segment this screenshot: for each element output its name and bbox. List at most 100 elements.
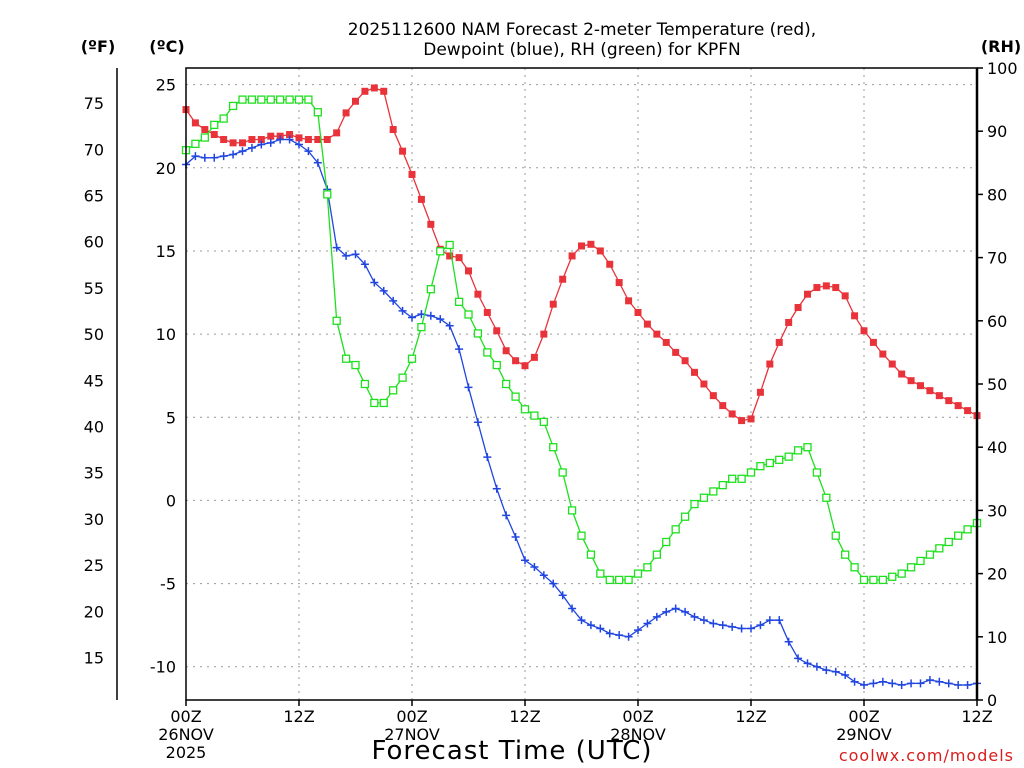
data-point	[718, 480, 727, 490]
data-point	[540, 330, 548, 338]
data-point	[954, 681, 963, 690]
data-point	[784, 637, 793, 646]
data-point	[201, 126, 209, 134]
data-point	[502, 511, 511, 520]
data-point	[219, 152, 228, 161]
data-point	[662, 537, 671, 547]
data-point	[671, 525, 680, 534]
data-point	[803, 659, 812, 668]
data-point	[907, 377, 915, 385]
rh-tick-label: 0	[987, 691, 997, 710]
data-point	[879, 350, 887, 358]
data-point	[352, 97, 359, 105]
series-rh	[181, 95, 982, 585]
data-point	[200, 133, 209, 142]
data-point	[841, 550, 850, 559]
celsius-tick-label: 10	[156, 325, 176, 344]
data-point	[323, 190, 332, 199]
data-point	[897, 569, 906, 578]
data-point	[709, 392, 717, 400]
data-point	[539, 571, 548, 580]
data-point	[361, 87, 369, 95]
data-point	[247, 95, 257, 104]
data-point	[756, 388, 764, 396]
data-point	[898, 370, 906, 378]
data-point	[652, 550, 661, 559]
fahrenheit-axis: 15 20 25 30 35 40 45 50 55 60 65 70 75	[84, 94, 104, 667]
data-point	[229, 150, 238, 159]
data-point	[719, 402, 727, 410]
data-point	[963, 681, 972, 690]
data-point	[738, 417, 746, 425]
data-point	[464, 383, 473, 392]
data-point	[426, 285, 435, 294]
fahrenheit-tick-label: 40	[84, 418, 104, 437]
data-point	[342, 251, 351, 260]
data-point	[549, 579, 558, 588]
data-point	[832, 284, 840, 292]
data-point	[606, 260, 614, 268]
time-tick-label: 12Z	[283, 707, 314, 726]
data-point	[784, 452, 793, 461]
data-point	[380, 87, 388, 95]
data-point	[812, 468, 822, 477]
data-point	[465, 267, 472, 275]
data-point	[756, 621, 765, 630]
data-point	[615, 631, 624, 640]
data-point	[917, 382, 924, 390]
data-point	[351, 360, 360, 370]
data-point	[445, 240, 454, 250]
data-point	[539, 417, 548, 427]
fahrenheit-tick-label: 35	[84, 464, 104, 483]
rh-tick-label: 100	[987, 59, 1018, 78]
data-point	[672, 348, 680, 356]
data-point	[483, 308, 491, 316]
data-point	[521, 362, 529, 370]
data-point	[399, 147, 407, 155]
data-point	[379, 286, 388, 295]
data-point	[850, 677, 859, 686]
data-point	[747, 624, 755, 633]
data-point	[794, 654, 803, 663]
time-tick-label: 12Z	[961, 707, 992, 726]
data-point	[567, 506, 577, 515]
data-point	[578, 242, 585, 250]
rh-tick-label: 70	[987, 249, 1007, 268]
data-point	[586, 621, 595, 630]
data-point	[200, 153, 209, 162]
data-point	[341, 354, 351, 363]
data-point	[351, 250, 360, 259]
data-point	[304, 147, 313, 156]
data-point	[285, 135, 294, 144]
time-tick-label: 12Z	[509, 707, 540, 726]
data-point	[360, 379, 370, 389]
fahrenheit-tick-label: 75	[84, 94, 104, 113]
data-point	[210, 153, 219, 162]
data-point	[492, 484, 501, 493]
data-point	[511, 533, 520, 542]
data-point	[765, 616, 774, 625]
data-point	[266, 138, 275, 147]
data-point	[841, 671, 850, 680]
data-point	[473, 329, 483, 338]
data-point	[690, 612, 699, 621]
data-point	[709, 619, 718, 628]
data-point	[408, 170, 416, 178]
data-point	[228, 101, 238, 111]
data-point	[671, 604, 680, 613]
celsius-unit-label: (ºC)	[149, 37, 184, 56]
data-point	[389, 296, 398, 305]
time-tick-label: 00Z	[396, 707, 427, 726]
rh-unit-label: (RH)	[981, 37, 1021, 56]
data-point	[944, 537, 953, 547]
data-point	[333, 129, 341, 137]
data-point	[653, 330, 661, 338]
data-point	[247, 143, 256, 152]
data-point	[681, 607, 690, 616]
data-point	[257, 136, 265, 144]
data-point	[652, 612, 661, 621]
data-point	[398, 373, 407, 382]
data-point	[276, 135, 285, 144]
rh-tick-label: 50	[987, 375, 1007, 394]
